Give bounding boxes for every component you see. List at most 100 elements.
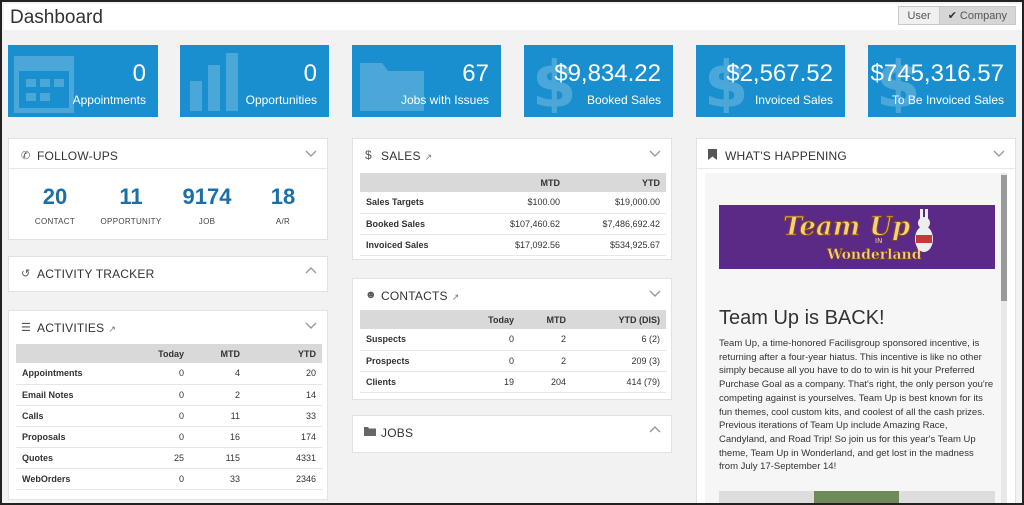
user-toggle-button[interactable]: User xyxy=(898,6,940,25)
table-row[interactable]: Prospects 0 2 209 (3) xyxy=(360,350,666,372)
contacts-panel: ☻ CONTACTS ↗ Today MTD YTD (DIS) Suspects… xyxy=(352,278,672,400)
chevron-up-icon[interactable] xyxy=(305,265,317,277)
activities-header[interactable]: ☰ ACTIVITIES ↗ xyxy=(9,311,327,341)
followup-contact[interactable]: 20 CONTACT xyxy=(17,184,93,227)
chevron-down-icon[interactable] xyxy=(649,287,661,299)
external-link-icon[interactable]: ↗ xyxy=(424,152,433,162)
cell: 115 xyxy=(190,447,246,469)
company-toggle-button[interactable]: ✔ Company xyxy=(939,6,1016,25)
tile-invoiced-sales[interactable]: $ $2,567.52 Invoiced Sales xyxy=(696,45,845,117)
cell: 0 xyxy=(458,329,520,351)
followup-ar[interactable]: 18 A/R xyxy=(245,185,321,227)
team-up-banner-image[interactable]: Team Up IN Wonderland xyxy=(719,205,995,269)
bookmark-icon xyxy=(708,149,717,160)
bar-chart-icon xyxy=(190,53,238,111)
tile-value: $745,316.57 xyxy=(870,60,1004,87)
external-link-icon[interactable]: ↗ xyxy=(108,324,117,334)
banner-in: IN xyxy=(875,237,882,245)
chevron-down-icon[interactable] xyxy=(305,147,317,159)
table-row[interactable]: Email Notes 0 2 14 xyxy=(16,384,322,406)
tile-value: 67 xyxy=(462,60,489,87)
row-label: Proposals xyxy=(16,426,120,448)
dollar-icon: $ xyxy=(876,51,921,113)
whats-happening-header[interactable]: WHAT'S HAPPENING xyxy=(697,139,1015,169)
scrollbar[interactable] xyxy=(1001,173,1007,503)
column-header xyxy=(16,344,120,363)
table-row[interactable]: Quotes 25 115 4331 xyxy=(16,447,322,469)
table-row[interactable]: WebOrders 0 33 2346 xyxy=(16,468,322,490)
sales-header[interactable]: $ SALES ↗ xyxy=(353,139,671,169)
panel-title: FOLLOW-UPS xyxy=(37,149,119,163)
jobs-panel: JOBS xyxy=(352,415,672,453)
cell: 209 (3) xyxy=(572,350,666,372)
svg-text:$: $ xyxy=(532,51,577,113)
row-label: WebOrders xyxy=(16,468,120,490)
cell: 6 (2) xyxy=(572,329,666,351)
cell: 2 xyxy=(520,329,572,351)
chevron-down-icon[interactable] xyxy=(305,319,317,331)
jobs-header[interactable]: JOBS xyxy=(353,416,671,446)
news-title: Team Up is BACK! xyxy=(719,307,885,329)
row-label: Email Notes xyxy=(16,384,120,406)
white-rabbit-icon xyxy=(915,209,933,252)
tile-to-be-invoiced-sales[interactable]: $ $745,316.57 To Be Invoiced Sales xyxy=(868,45,1016,117)
cell: 33 xyxy=(246,405,322,427)
cell: 2 xyxy=(190,384,246,406)
row-label: Appointments xyxy=(16,363,120,385)
tile-jobs-with-issues[interactable]: 67 Jobs with Issues xyxy=(352,45,501,117)
followup-label: JOB xyxy=(198,217,216,226)
scrollbar-thumb[interactable] xyxy=(1001,175,1007,301)
cell: 174 xyxy=(246,426,322,448)
followup-value: 20 xyxy=(42,184,68,209)
table-row[interactable]: Clients 19 204 414 (79) xyxy=(360,371,666,393)
tile-value: $2,567.52 xyxy=(726,60,833,87)
dollar-icon: $ xyxy=(704,51,749,113)
table-row[interactable]: Invoiced Sales $17,092.56 $534,925.67 xyxy=(360,234,666,256)
panel-title: SALES ↗ xyxy=(381,149,432,163)
cell: 33 xyxy=(190,468,246,490)
followup-job[interactable]: 9174 JOB xyxy=(169,185,245,227)
followup-opportunity[interactable]: 11 OPPORTUNITY xyxy=(93,185,169,227)
phone-icon: ✆ xyxy=(21,150,31,162)
table-row[interactable]: Proposals 0 16 174 xyxy=(16,426,322,448)
cell: 25 xyxy=(120,447,190,469)
cell: 414 (79) xyxy=(572,371,666,393)
tile-appointments[interactable]: 0 Appointments xyxy=(8,45,158,117)
news-body: Team Up, a time-honored Facilisgroup spo… xyxy=(719,338,994,473)
column-header: YTD (DIS) xyxy=(572,310,666,329)
cell: 0 xyxy=(120,468,190,490)
cell: 0 xyxy=(120,363,190,385)
cell: $17,092.56 xyxy=(470,234,566,256)
activity-tracker-header[interactable]: ↺ ACTIVITY TRACKER xyxy=(9,257,327,287)
news-feed[interactable]: Team Up IN Wonderland Team Up is BACK! T… xyxy=(705,173,1007,503)
folder-icon xyxy=(364,427,376,436)
chevron-down-icon[interactable] xyxy=(649,147,661,159)
user-company-toggle: User ✔ Company xyxy=(898,6,1016,25)
sales-table: MTD YTD Sales Targets $100.00 $19,000.00 B… xyxy=(360,173,666,256)
column-header: YTD xyxy=(246,344,322,363)
followup-label: CONTACT xyxy=(34,217,76,226)
chevron-down-icon[interactable] xyxy=(993,147,1005,159)
activities-table: Today MTD YTD Appointments 0 4 20 Email Not… xyxy=(16,344,322,490)
tile-value: 0 xyxy=(303,60,317,87)
tile-booked-sales[interactable]: $ $9,834.22 Booked Sales xyxy=(524,45,673,117)
svg-text:$: $ xyxy=(876,51,921,113)
contacts-header[interactable]: ☻ CONTACTS ↗ xyxy=(353,279,671,309)
banner-line1: Team Up xyxy=(783,212,910,242)
external-link-icon[interactable]: ↗ xyxy=(451,292,460,302)
tile-opportunities[interactable]: 0 Opportunities xyxy=(180,45,329,117)
table-row[interactable]: Booked Sales $107,460.62 $7,486,692.42 xyxy=(360,213,666,235)
table-row[interactable]: Calls 0 11 33 xyxy=(16,405,322,427)
followups-header[interactable]: ✆ FOLLOW-UPS xyxy=(9,139,327,169)
table-row[interactable]: Suspects 0 2 6 (2) xyxy=(360,329,666,351)
news-next-image xyxy=(719,491,995,503)
folder-icon xyxy=(360,63,424,111)
cell: 0 xyxy=(120,426,190,448)
cell: 14 xyxy=(246,384,322,406)
cell: 4331 xyxy=(246,447,322,469)
table-row[interactable]: Sales Targets $100.00 $19,000.00 xyxy=(360,192,666,214)
table-row[interactable]: Appointments 0 4 20 xyxy=(16,363,322,385)
chevron-up-icon[interactable] xyxy=(649,424,661,436)
cell: 0 xyxy=(458,350,520,372)
